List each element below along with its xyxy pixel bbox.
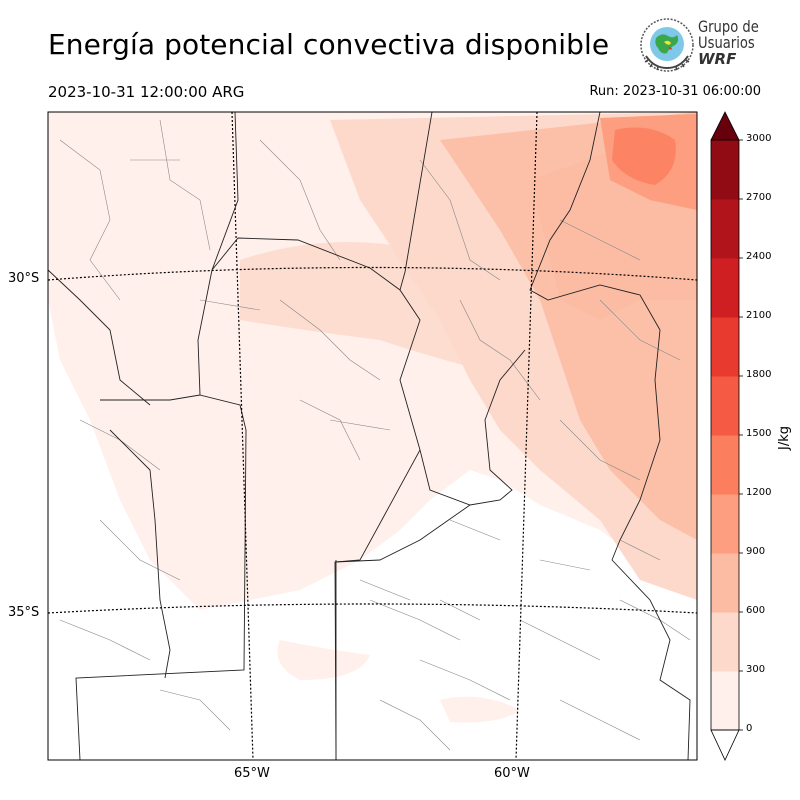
- colorbar-frame: [710, 139, 740, 731]
- colorbar-tick-label: 1200: [746, 487, 772, 498]
- colorbar-segment: [711, 258, 739, 318]
- colorbar-tick-label: 300: [746, 664, 766, 675]
- logo-line-1: Grupo de: [698, 17, 759, 36]
- valid-time: 2023-10-31 12:00:00 ARG: [48, 83, 245, 101]
- colorbar-tick-label: 3000: [746, 133, 772, 144]
- globe-icon: [640, 18, 694, 72]
- logo-line-2: Usuarios: [698, 33, 755, 52]
- colorbar-tick-label: 0: [746, 723, 753, 734]
- colorbar-segment: [711, 494, 739, 554]
- map-frame: [47, 111, 698, 761]
- colorbar-extend-max: [710, 111, 740, 141]
- colorbar-tick-label: 900: [746, 546, 766, 557]
- colorbar-segment: [711, 553, 739, 613]
- lat-label-30s: 30°S: [8, 271, 40, 286]
- wrf-logo: Grupo de Usuarios WRF: [638, 16, 778, 76]
- graticule: [48, 112, 697, 760]
- colorbar-segment: [711, 671, 739, 731]
- lon-label-60w: 60°W: [494, 766, 530, 781]
- run-time: Run: 2023-10-31 06:00:00: [589, 84, 761, 99]
- colorbar-tick-label: 2400: [746, 251, 772, 262]
- colorbar-tick-label: 2100: [746, 310, 772, 321]
- cape-field: [48, 112, 697, 723]
- colorbar-tick-label: 1500: [746, 428, 772, 439]
- page-title: Energía potencial convectiva disponible: [48, 28, 610, 61]
- lon-label-65w: 65°W: [234, 766, 270, 781]
- colorbar-label: J/kg: [777, 426, 792, 450]
- colorbar-segment: [711, 199, 739, 259]
- colorbar-extend-min: [710, 729, 740, 761]
- colorbar: [710, 111, 743, 761]
- department-boundaries: [59, 119, 691, 751]
- colorbar-tick-label: 2700: [746, 192, 772, 203]
- colorbar-tick-label: 600: [746, 605, 766, 616]
- colorbar-tick-label: 1800: [746, 369, 772, 380]
- lat-label-35s: 35°S: [8, 605, 40, 620]
- colorbar-segment: [711, 376, 739, 436]
- colorbar-segment: [711, 435, 739, 495]
- logo-line-3: WRF: [698, 50, 737, 68]
- colorbar-segment: [711, 317, 739, 377]
- colorbar-segment: [711, 612, 739, 672]
- colorbar-segment: [711, 140, 739, 200]
